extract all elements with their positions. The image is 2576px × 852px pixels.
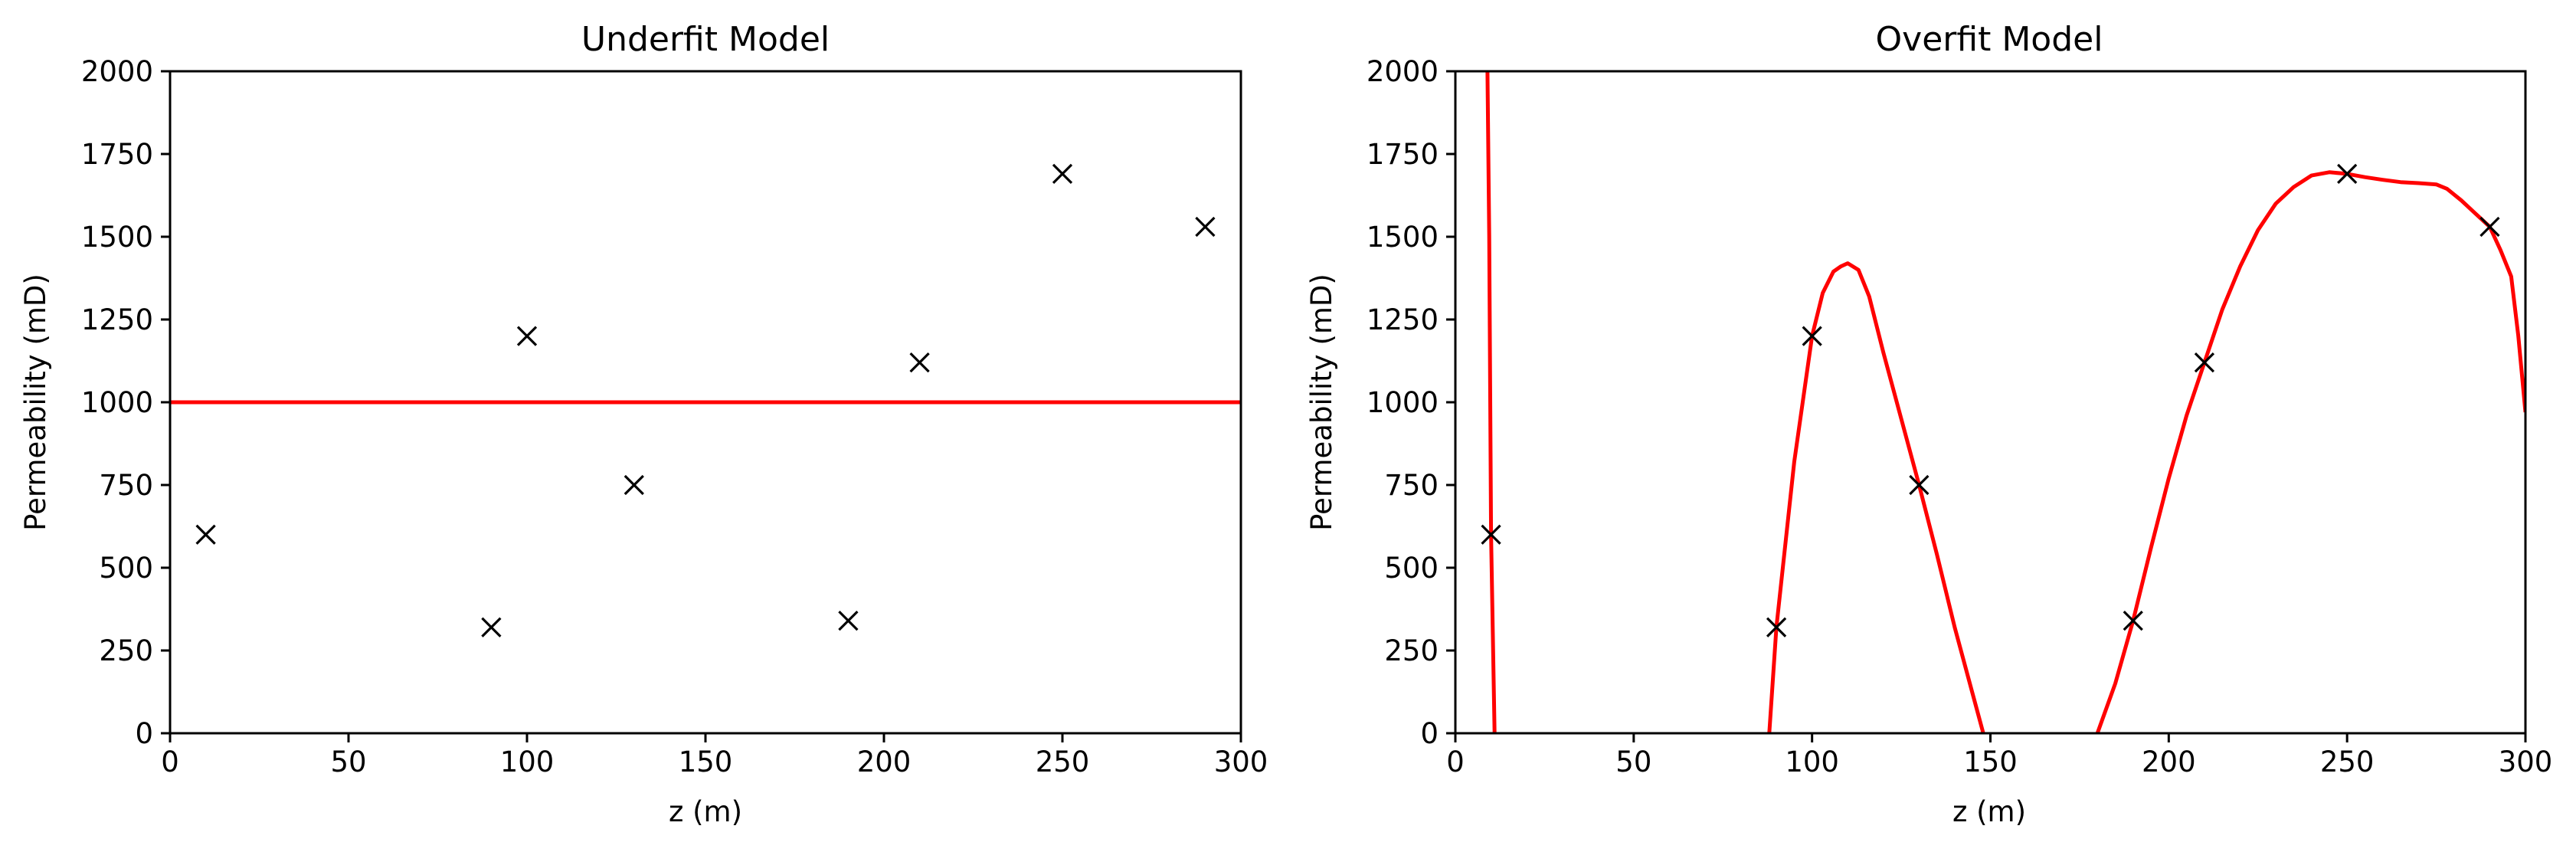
x-axis-label: z (m) [1952, 795, 2026, 828]
underfit-chart-panel: Underfit Model z (m) Permeability (mD) 0… [19, 20, 1268, 828]
x-tick-label: 0 [161, 746, 179, 778]
x-tick-label: 50 [330, 746, 366, 778]
x-tick-label: 250 [1036, 746, 1090, 778]
y-tick-label: 1750 [1367, 138, 1439, 171]
data-point-marker [2123, 610, 2143, 631]
data-point-marker [2337, 163, 2358, 185]
x-tick-label: 300 [1214, 746, 1268, 778]
overfit-chart-panel: Overfit Model z (m) Permeability (mD) 0 5… [1305, 20, 2552, 828]
data-point-marker [1052, 163, 1073, 185]
y-tick-label: 750 [99, 469, 153, 502]
y-tick-label: 1750 [81, 138, 153, 171]
x-tick-label: 100 [500, 746, 555, 778]
data-point-marker [195, 524, 216, 545]
y-tick-label: 250 [1384, 634, 1439, 667]
data-point-marker [624, 474, 644, 496]
y-tick-label: 1000 [1367, 386, 1439, 419]
chart-title: Overfit Model [1876, 20, 2103, 59]
y-axis-label: Permeability (mD) [1305, 274, 1338, 531]
x-tick-label: 200 [2142, 746, 2196, 778]
x-axis-label: z (m) [669, 795, 742, 828]
x-tick-label: 0 [1446, 746, 1465, 778]
y-axis-label: Permeability (mD) [19, 274, 52, 531]
data-point-marker [1909, 474, 1930, 496]
data-point-marker [1481, 524, 1501, 545]
y-tick-label: 1250 [1367, 303, 1439, 336]
data-point-marker [1802, 326, 1822, 346]
data-point-marker [909, 352, 930, 373]
y-tick-label: 750 [1384, 469, 1439, 502]
chart-title: Underfit Model [581, 20, 830, 59]
y-tick-label: 0 [1420, 717, 1439, 750]
y-tick-label: 1500 [1367, 221, 1439, 254]
data-point-marker [1195, 216, 1216, 238]
data-point-marker [838, 610, 859, 631]
y-tick-label: 1250 [81, 303, 153, 336]
y-tick-label: 500 [99, 552, 153, 585]
x-tick-label: 150 [679, 746, 733, 778]
data-point-marker [481, 617, 502, 637]
x-tick-label: 200 [857, 746, 912, 778]
x-tick-label: 300 [2499, 746, 2553, 778]
axes-frame [1454, 70, 2527, 735]
model-fit-line [1485, 71, 2525, 733]
x-tick-label: 150 [1963, 746, 2018, 778]
data-point-marker [2479, 216, 2500, 238]
y-tick-label: 2000 [81, 55, 153, 88]
y-tick-label: 250 [99, 634, 153, 667]
y-tick-label: 2000 [1367, 55, 1439, 88]
y-tick-label: 1500 [81, 221, 153, 254]
data-point-marker [516, 326, 538, 346]
y-tick-label: 1000 [81, 386, 153, 419]
data-point-marker [2194, 352, 2215, 373]
y-tick-label: 0 [135, 717, 153, 750]
x-tick-label: 50 [1615, 746, 1651, 778]
x-tick-label: 250 [2320, 746, 2375, 778]
data-point-marker [1766, 617, 1787, 637]
y-tick-label: 500 [1384, 552, 1439, 585]
x-tick-label: 100 [1785, 746, 1839, 778]
